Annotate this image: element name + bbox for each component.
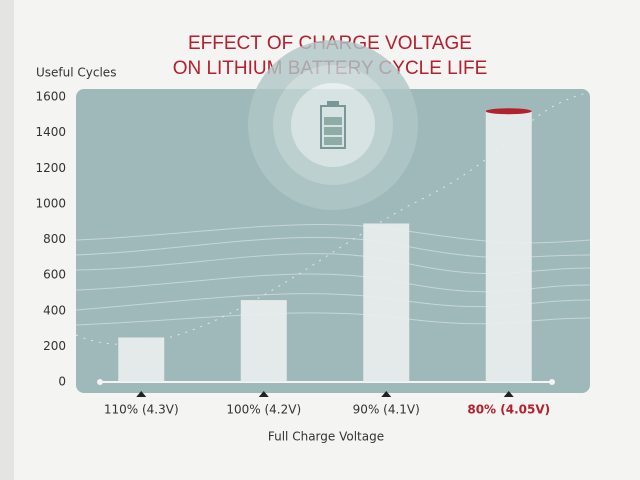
x-axis-label: Full Charge Voltage [268, 430, 384, 444]
axis-end [549, 379, 555, 385]
bar [240, 300, 287, 382]
y-tick-label: 1200 [35, 161, 66, 175]
decoration [75, 40, 591, 345]
x-tick-label: 80% (4.05V) [467, 403, 550, 417]
y-tick-label: 400 [43, 303, 66, 317]
tick-marker [381, 391, 392, 397]
y-tick-label: 1600 [35, 90, 66, 104]
bar-cap [485, 108, 532, 115]
y-axis-label: Useful Cycles [36, 66, 116, 80]
y-tick-label: 600 [43, 268, 66, 282]
y-tick-label: 1400 [35, 125, 66, 139]
tick-marker [258, 391, 269, 397]
bar [118, 337, 165, 382]
y-tick-label: 0 [58, 375, 66, 389]
x-tick-label: 100% (4.2V) [226, 403, 301, 417]
y-tick-label: 1000 [35, 196, 66, 210]
tick-marker [503, 391, 514, 397]
x-tick-label: 110% (4.3V) [104, 403, 179, 417]
y-tick-label: 200 [43, 339, 66, 353]
bar [363, 223, 410, 382]
x-tick-label: 90% (4.1V) [353, 403, 420, 417]
axis-end [97, 379, 103, 385]
y-tick-label: 800 [43, 232, 66, 246]
tick-marker [136, 391, 147, 397]
bar [485, 111, 532, 382]
